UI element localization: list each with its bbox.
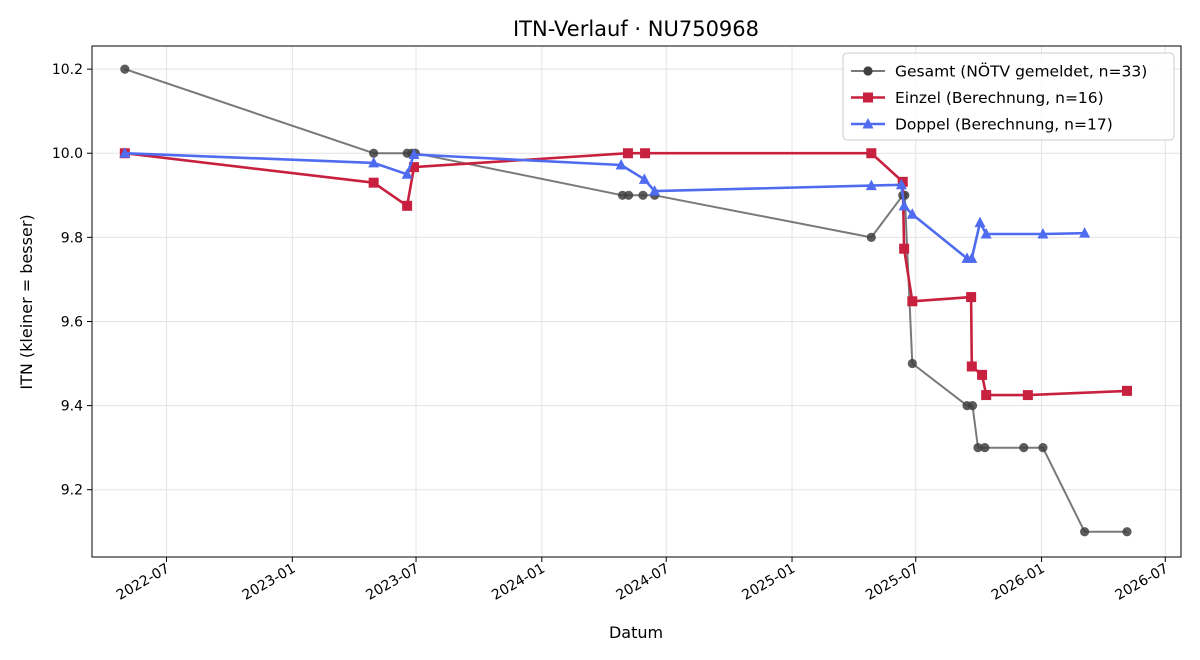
data-point <box>408 148 420 160</box>
data-point <box>977 369 988 380</box>
legend-label: Doppel (Berechnung, n=17) <box>895 116 1113 134</box>
data-point <box>973 443 983 453</box>
data-point <box>966 252 978 263</box>
x-tick-label: 2023-07 <box>363 561 422 604</box>
data-point <box>865 179 877 191</box>
data-point <box>907 358 917 369</box>
data-point <box>638 173 650 184</box>
data-point <box>640 148 651 159</box>
x-tick-label: 2023-01 <box>240 561 299 604</box>
y-tick-label: 9.8 <box>61 230 83 246</box>
data-point <box>1022 390 1033 401</box>
data-point <box>899 243 910 254</box>
legend-label: Gesamt (NÖTV gemeldet, n=33) <box>895 62 1147 81</box>
x-tick-label: 2026-01 <box>989 561 1048 604</box>
x-tick-label: 2022-07 <box>114 561 173 604</box>
series-triangle <box>119 147 1091 263</box>
y-tick-label: 9.4 <box>61 399 83 415</box>
data-point <box>866 232 876 242</box>
chart-title: ITN-Verlauf · NU750968 <box>513 17 759 41</box>
legend-marker <box>862 118 874 129</box>
legend-box <box>842 52 1175 141</box>
data-point <box>981 390 992 401</box>
data-point <box>622 148 633 159</box>
data-point <box>638 190 648 200</box>
x-axis-label: Datum <box>609 623 663 642</box>
data-point <box>402 200 413 211</box>
data-point <box>1079 227 1091 238</box>
y-tick-label: 10.2 <box>52 62 83 78</box>
axes: 2022-07 2023-01 2023-07 2024-01 2024-07 2025-… <box>52 62 1171 604</box>
x-tick-label: 2026-07 <box>1113 561 1172 604</box>
data-point <box>119 147 131 158</box>
data-point <box>898 199 910 211</box>
data-point <box>1037 227 1049 239</box>
data-point <box>408 162 419 173</box>
data-point <box>615 159 627 170</box>
x-tick-label: 2024-01 <box>489 561 548 604</box>
series-square <box>119 148 1132 401</box>
data-point <box>906 208 918 219</box>
legend-marker <box>863 92 873 103</box>
data-point <box>980 443 990 453</box>
y-tick-label: 9.6 <box>61 314 83 330</box>
data-point <box>401 168 413 179</box>
data-point <box>624 190 634 200</box>
series-layer <box>119 64 1132 537</box>
data-point <box>1080 527 1090 537</box>
legend: Gesamt (NÖTV gemeldet, n=33) Einzel (Bere… <box>842 52 1175 141</box>
data-point <box>980 227 992 239</box>
legend-marker <box>863 66 873 76</box>
data-point <box>974 216 986 228</box>
data-point <box>966 361 977 372</box>
x-tick-label: 2025-01 <box>739 561 798 604</box>
legend-label: Einzel (Berechnung, n=16) <box>895 89 1104 107</box>
y-axis-label: ITN (kleiner = besser) <box>17 214 36 389</box>
data-point <box>120 64 130 74</box>
data-point <box>1019 443 1029 453</box>
data-point <box>907 296 918 307</box>
data-point <box>1122 527 1132 537</box>
data-point <box>649 185 661 196</box>
plot-frame <box>91 45 1182 558</box>
data-point <box>866 148 877 159</box>
data-point <box>369 148 379 158</box>
series-line <box>124 151 1128 397</box>
data-point <box>966 292 977 303</box>
x-tick-label: 2024-07 <box>614 561 673 604</box>
data-point <box>895 178 907 190</box>
data-point <box>368 177 379 188</box>
y-tick-label: 10.0 <box>52 146 83 162</box>
data-point <box>1038 443 1048 453</box>
x-tick-label: 2025-07 <box>863 561 922 604</box>
y-tick-label: 9.2 <box>61 483 83 499</box>
data-point <box>1121 385 1132 396</box>
data-point <box>967 400 978 411</box>
data-point <box>368 156 380 168</box>
